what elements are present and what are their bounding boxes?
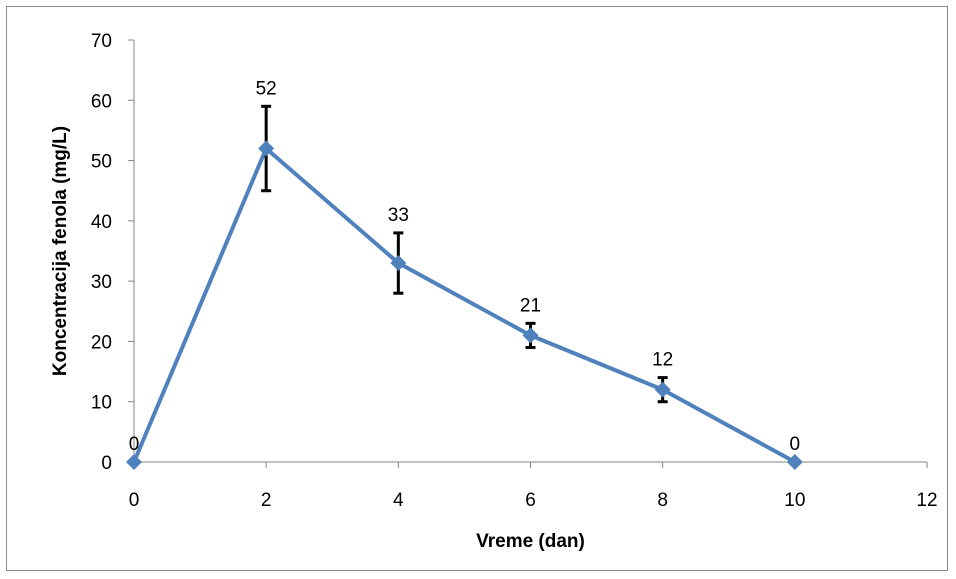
y-tick-label: 20 bbox=[91, 332, 112, 353]
series-line bbox=[132, 146, 796, 464]
y-axis-ticks: 0 10 20 30 40 50 60 70 bbox=[91, 31, 134, 474]
data-label: 12 bbox=[652, 350, 673, 371]
error-bars bbox=[261, 104, 668, 404]
x-tick-label: 2 bbox=[261, 490, 272, 511]
y-tick-label: 60 bbox=[91, 91, 112, 112]
data-point-marker bbox=[258, 140, 275, 157]
y-tick-label: 40 bbox=[91, 212, 112, 233]
data-label: 33 bbox=[388, 205, 409, 226]
x-axis-title: Vreme (dan) bbox=[476, 531, 585, 552]
data-point-marker bbox=[654, 381, 671, 398]
y-tick-label: 0 bbox=[101, 453, 112, 474]
x-axis-ticks: 0 2 4 6 8 10 12 bbox=[129, 462, 938, 511]
data-labels: 0 52 33 21 12 0 bbox=[129, 78, 800, 455]
x-tick-label: 0 bbox=[129, 490, 140, 511]
data-label: 52 bbox=[256, 78, 277, 99]
data-label: 0 bbox=[129, 434, 140, 455]
x-tick-label: 12 bbox=[916, 490, 937, 511]
y-tick-label: 10 bbox=[91, 393, 112, 414]
data-label: 21 bbox=[520, 295, 541, 316]
x-tick-label: 10 bbox=[784, 490, 805, 511]
x-tick-label: 8 bbox=[657, 490, 668, 511]
series-group bbox=[132, 146, 796, 464]
x-tick-label: 4 bbox=[393, 490, 404, 511]
axes bbox=[133, 40, 927, 463]
y-axis-title: Koncentracija fenola (mg/L) bbox=[50, 126, 71, 376]
markers bbox=[126, 140, 803, 470]
data-point-marker bbox=[126, 454, 142, 470]
x-tick-label: 6 bbox=[525, 490, 536, 511]
chart-frame bbox=[6, 6, 948, 571]
data-label: 0 bbox=[790, 434, 801, 455]
y-tick-label: 50 bbox=[91, 152, 112, 173]
data-point-marker bbox=[522, 327, 539, 344]
data-point-marker bbox=[786, 454, 803, 470]
y-tick-label: 70 bbox=[91, 31, 112, 52]
y-tick-label: 30 bbox=[91, 272, 112, 293]
data-point-marker bbox=[390, 255, 407, 272]
